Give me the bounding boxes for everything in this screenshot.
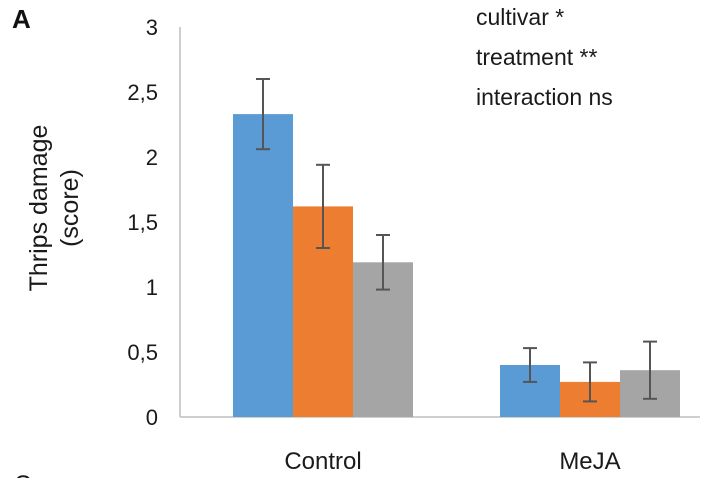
error-bar xyxy=(583,361,597,403)
y-tick-label: 2,5 xyxy=(127,80,158,105)
y-axis-title-line-2: (score) xyxy=(56,169,84,247)
category-labels: Control MeJA xyxy=(284,448,620,475)
y-tick-label: 3 xyxy=(146,15,158,40)
category-label-control: Control xyxy=(284,448,361,475)
y-tick-label: 2 xyxy=(146,145,158,170)
annotation-treatment: treatment ** xyxy=(476,44,597,70)
y-tick-labels: 0 0,5 1 1,5 2 2,5 3 xyxy=(127,15,158,430)
y-axis-title: Thrips damage (score) xyxy=(25,125,84,292)
annotation-interaction: interaction ns xyxy=(476,84,613,110)
error-bars xyxy=(256,78,657,403)
y-tick-label: 1,5 xyxy=(127,210,158,235)
error-bar xyxy=(376,234,390,291)
bar-series xyxy=(233,114,680,417)
y-axis-title-line-1: Thrips damage xyxy=(25,125,53,292)
y-tick-label: 1 xyxy=(146,275,158,300)
error-bar xyxy=(256,78,270,151)
annotations: cultivar * treatment ** interaction ns xyxy=(476,4,613,110)
cut-off-panel-label: C xyxy=(14,471,31,478)
panel-label: A xyxy=(12,4,31,34)
bar-control-1 xyxy=(233,114,293,417)
category-label-meja: MeJA xyxy=(559,448,620,475)
y-tick-label: 0,5 xyxy=(127,340,158,365)
annotation-cultivar: cultivar * xyxy=(476,4,564,30)
error-bar xyxy=(643,340,657,400)
y-tick-label: 0 xyxy=(146,405,158,430)
error-bar xyxy=(316,163,330,249)
error-bar xyxy=(523,347,537,383)
